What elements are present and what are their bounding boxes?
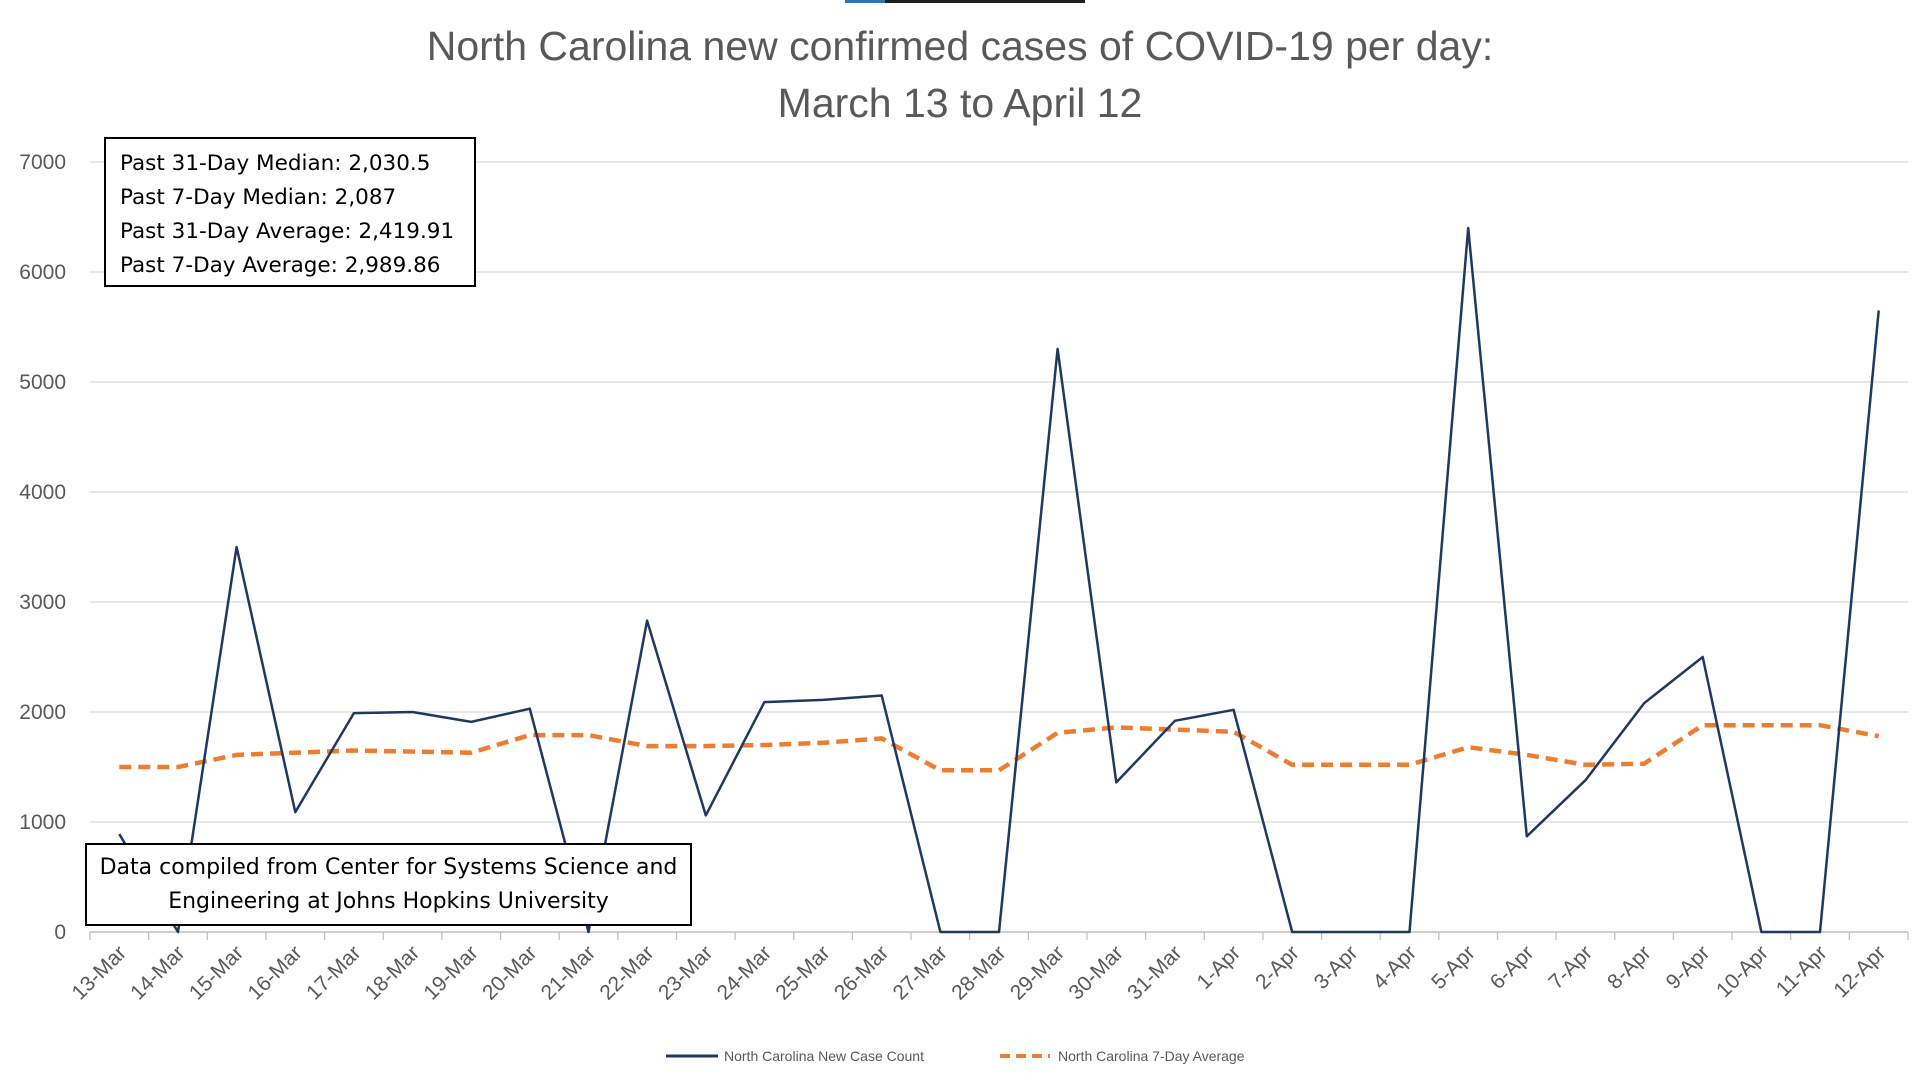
legend-label-7day-average: North Carolina 7-Day Average	[1058, 1048, 1245, 1064]
y-tick-label: 6000	[19, 261, 66, 284]
stat-7day-median: Past 7-Day Median: 2,087	[120, 185, 397, 210]
source-line-1: Data compiled from Center for Systems Sc…	[99, 855, 678, 880]
x-tick-label: 10-Apr	[1712, 941, 1773, 1002]
x-axis-ticks: 13-Mar14-Mar15-Mar16-Mar17-Mar18-Mar19-M…	[68, 941, 1891, 1004]
chart-title-line-2: March 13 to April 12	[778, 80, 1143, 126]
x-tick-label: 3-Apr	[1310, 941, 1363, 994]
x-tick-label: 15-Mar	[185, 941, 248, 1004]
y-tick-label: 1000	[19, 811, 66, 834]
x-tick-label: 30-Mar	[1065, 941, 1128, 1004]
x-tick-label: 29-Mar	[1006, 941, 1069, 1004]
x-tick-label: 2-Apr	[1251, 941, 1304, 994]
series-lines	[118, 226, 1880, 934]
y-tick-label: 0	[54, 921, 66, 944]
legend: North Carolina New Case Count North Caro…	[666, 1048, 1245, 1064]
series-line-new-case-count	[118, 226, 1880, 934]
y-tick-label: 2000	[19, 701, 66, 724]
x-tick-label: 8-Apr	[1603, 941, 1656, 994]
legend-label-new-cases: North Carolina New Case Count	[724, 1048, 924, 1064]
x-tick-label: 9-Apr	[1662, 941, 1715, 994]
x-tick-label: 14-Mar	[126, 941, 189, 1004]
x-tick-label: 11-Apr	[1772, 941, 1832, 1001]
x-tick-label: 12-Apr	[1829, 941, 1890, 1002]
x-tick-label: 16-Mar	[243, 941, 306, 1004]
y-tick-label: 5000	[19, 371, 66, 394]
chart-title-line-1: North Carolina new confirmed cases of CO…	[427, 23, 1493, 69]
y-axis-ticks: 0 1000 2000 3000 4000 5000 6000 7000	[19, 151, 66, 944]
y-tick-label: 4000	[19, 481, 66, 504]
source-line-2: Engineering at Johns Hopkins University	[168, 889, 609, 914]
x-tick-label: 6-Apr	[1486, 941, 1539, 994]
y-tick-label: 3000	[19, 591, 66, 614]
x-tick-label: 27-Mar	[889, 941, 952, 1004]
series-line-7day-average	[119, 722, 1880, 773]
x-tick-label: 18-Mar	[361, 941, 424, 1004]
x-tick-label: 26-Mar	[830, 941, 893, 1004]
x-tick-label: 21-Mar	[537, 941, 600, 1004]
x-tick-label: 4-Apr	[1368, 941, 1421, 994]
x-tick-label: 25-Mar	[771, 941, 834, 1004]
x-tick-label: 20-Mar	[478, 941, 541, 1004]
x-tick-label: 1-Apr	[1193, 941, 1246, 994]
stat-7day-average: Past 7-Day Average: 2,989.86	[120, 253, 441, 278]
x-tick-label: 28-Mar	[947, 941, 1010, 1004]
summary-statistics-box: Past 31-Day Median: 2,030.5 Past 7-Day M…	[104, 137, 476, 287]
x-tick-label: 13-Mar	[68, 941, 131, 1004]
x-tick-label: 19-Mar	[419, 941, 482, 1004]
x-tick-label: 31-Mar	[1123, 941, 1186, 1004]
x-tick-label: 23-Mar	[654, 941, 717, 1004]
y-tick-label: 7000	[19, 151, 66, 174]
x-tick-label: 7-Apr	[1544, 941, 1597, 994]
top-accent-bar	[845, 0, 885, 3]
x-tick-label: 24-Mar	[713, 941, 776, 1004]
top-accent-bar-dark	[885, 0, 1085, 3]
x-tick-label: 5-Apr	[1427, 941, 1480, 994]
stat-31day-median: Past 31-Day Median: 2,030.5	[120, 151, 431, 176]
data-source-box: Data compiled from Center for Systems Sc…	[85, 843, 692, 926]
x-tick-label: 22-Mar	[595, 941, 658, 1004]
stat-31day-average: Past 31-Day Average: 2,419.91	[120, 219, 455, 244]
x-tick-label: 17-Mar	[302, 941, 365, 1004]
